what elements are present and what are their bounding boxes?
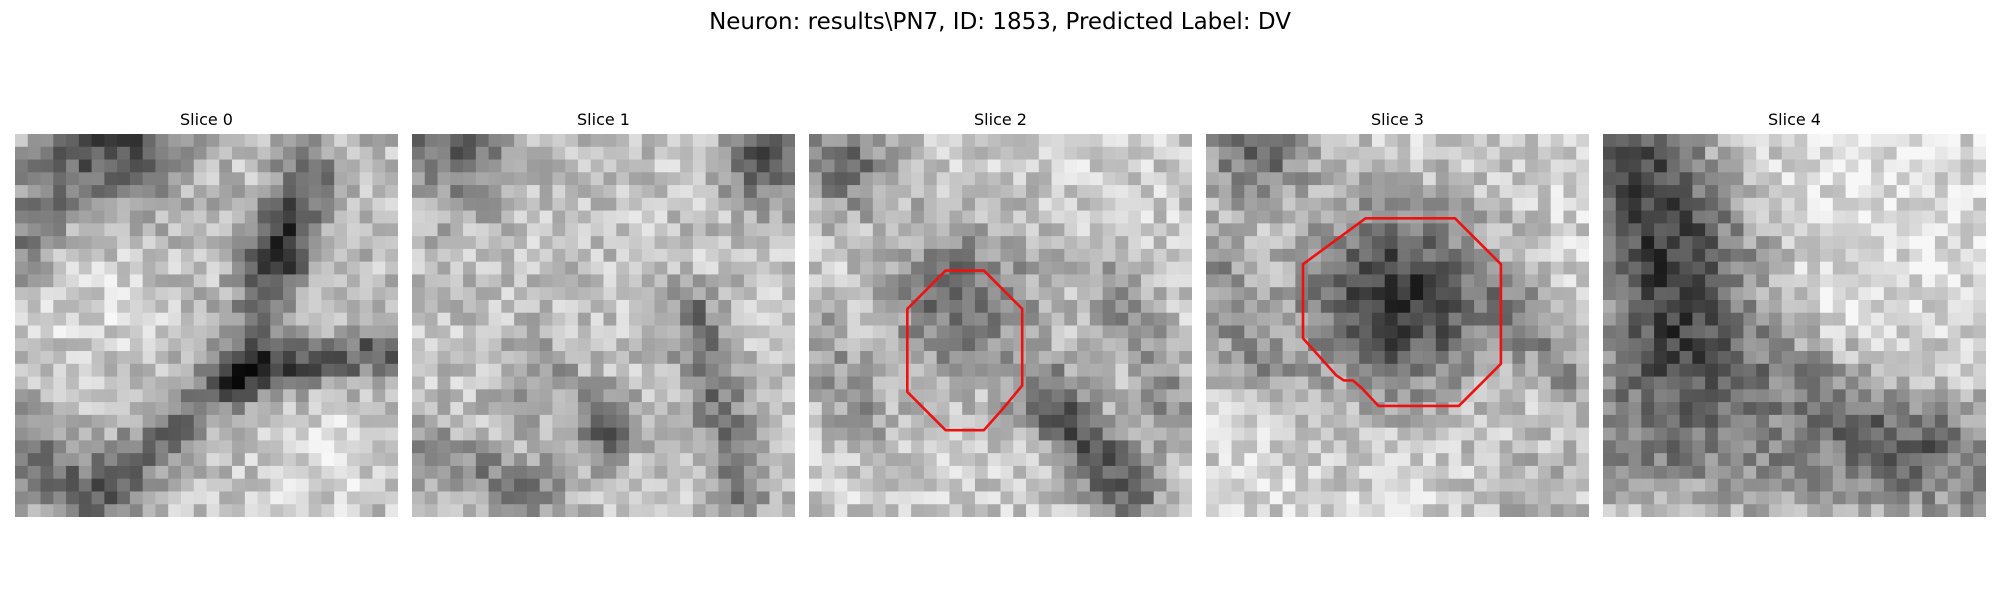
slice-panel-0: Slice 0 (15, 108, 398, 520)
slice-title-1: Slice 1 (577, 110, 630, 129)
slice-image-3 (1206, 134, 1589, 517)
slice-panel-4: Slice 4 (1603, 108, 1986, 520)
slice-title-4: Slice 4 (1768, 110, 1821, 129)
slice-title-2: Slice 2 (974, 110, 1027, 129)
slice-4-pixels (1603, 134, 1986, 517)
slice-1-pixels (412, 134, 795, 517)
slice-image-4 (1603, 134, 1986, 517)
slice-image-2 (809, 134, 1192, 517)
slice-3-pixels (1206, 134, 1589, 517)
slice-title-3: Slice 3 (1371, 110, 1424, 129)
slice-3-contour (1301, 217, 1503, 408)
slice-panel-3: Slice 3 (1206, 108, 1589, 520)
slice-2-contour (906, 269, 1024, 432)
slice-2-pixels (809, 134, 1192, 517)
slice-panel-1: Slice 1 (412, 108, 795, 520)
slice-title-0: Slice 0 (180, 110, 233, 129)
slice-image-0 (15, 134, 398, 517)
figure-title: Neuron: results\PN7, ID: 1853, Predicted… (709, 9, 1291, 35)
slice-0-pixels (15, 134, 398, 517)
slice-panel-2: Slice 2 (809, 108, 1192, 520)
slice-image-1 (412, 134, 795, 517)
